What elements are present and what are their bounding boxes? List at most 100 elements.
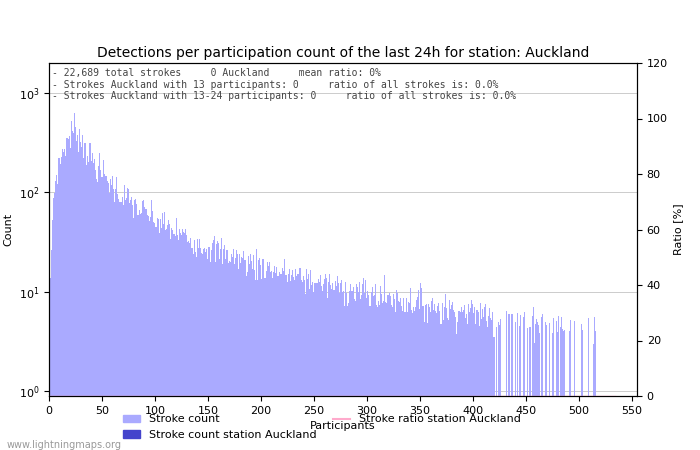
Bar: [407, 302, 409, 450]
Bar: [309, 289, 310, 450]
Bar: [207, 259, 209, 450]
Bar: [492, 312, 493, 450]
Bar: [466, 314, 467, 450]
Bar: [452, 302, 453, 450]
Bar: [519, 326, 520, 450]
Bar: [541, 317, 542, 450]
Bar: [253, 255, 254, 450]
Bar: [489, 309, 490, 450]
Bar: [252, 269, 253, 450]
Bar: [153, 221, 155, 450]
Bar: [304, 279, 305, 450]
Bar: [293, 277, 294, 450]
Bar: [453, 310, 454, 450]
Bar: [306, 269, 307, 450]
Bar: [447, 318, 448, 450]
Bar: [484, 306, 485, 450]
Bar: [485, 304, 486, 450]
Bar: [574, 321, 575, 450]
Bar: [50, 250, 52, 450]
Bar: [260, 265, 261, 450]
Bar: [442, 320, 444, 450]
Bar: [64, 149, 65, 450]
Bar: [196, 257, 197, 450]
Bar: [130, 199, 131, 450]
Bar: [312, 282, 314, 450]
Bar: [262, 259, 263, 450]
Bar: [268, 266, 269, 450]
Bar: [221, 238, 222, 450]
Bar: [450, 309, 451, 450]
Bar: [425, 305, 426, 450]
Bar: [146, 209, 147, 450]
Bar: [353, 287, 354, 450]
Bar: [201, 253, 202, 450]
Bar: [266, 270, 267, 450]
Bar: [155, 227, 157, 450]
Bar: [87, 156, 88, 450]
Bar: [65, 156, 66, 450]
Bar: [399, 302, 400, 450]
Bar: [61, 157, 62, 450]
Bar: [93, 163, 94, 450]
Bar: [595, 332, 596, 450]
Bar: [188, 241, 190, 450]
Bar: [292, 270, 293, 450]
Stroke ratio station Auckland: [505, 393, 513, 399]
Bar: [291, 275, 292, 450]
Bar: [294, 280, 295, 450]
Bar: [134, 200, 135, 450]
Y-axis label: Count: Count: [3, 213, 13, 246]
Bar: [416, 300, 417, 450]
Bar: [54, 193, 55, 450]
Bar: [332, 283, 333, 450]
Bar: [343, 292, 344, 450]
Bar: [197, 239, 198, 450]
Bar: [323, 284, 324, 450]
Bar: [456, 334, 457, 450]
Text: www.lightningmaps.org: www.lightningmaps.org: [7, 440, 122, 450]
Bar: [161, 228, 162, 450]
Bar: [174, 236, 176, 450]
Bar: [556, 321, 557, 450]
Bar: [94, 159, 95, 450]
Bar: [588, 319, 589, 450]
Bar: [70, 148, 71, 450]
Bar: [428, 305, 429, 450]
Bar: [202, 254, 203, 450]
Bar: [537, 322, 538, 450]
Bar: [377, 307, 378, 450]
Bar: [524, 312, 525, 450]
Bar: [257, 280, 258, 450]
Bar: [480, 303, 481, 450]
Bar: [289, 269, 290, 450]
Bar: [477, 312, 479, 450]
Bar: [514, 322, 516, 450]
Bar: [170, 238, 172, 450]
Bar: [100, 170, 102, 450]
Bar: [364, 292, 365, 450]
Bar: [358, 292, 359, 450]
Bar: [128, 189, 129, 450]
Bar: [124, 185, 125, 450]
Bar: [433, 310, 434, 450]
Bar: [91, 161, 92, 450]
Bar: [362, 284, 363, 450]
Bar: [435, 311, 436, 450]
Bar: [322, 291, 323, 450]
Bar: [206, 248, 207, 450]
Bar: [250, 254, 251, 450]
Bar: [263, 278, 265, 450]
Bar: [227, 250, 228, 450]
Bar: [272, 279, 273, 450]
Bar: [205, 252, 206, 450]
Bar: [165, 230, 166, 450]
Bar: [109, 193, 110, 450]
Bar: [498, 325, 500, 450]
Bar: [283, 271, 284, 450]
Bar: [108, 183, 109, 450]
Bar: [163, 224, 164, 450]
Bar: [380, 286, 381, 450]
Bar: [230, 262, 231, 450]
Bar: [240, 263, 241, 450]
